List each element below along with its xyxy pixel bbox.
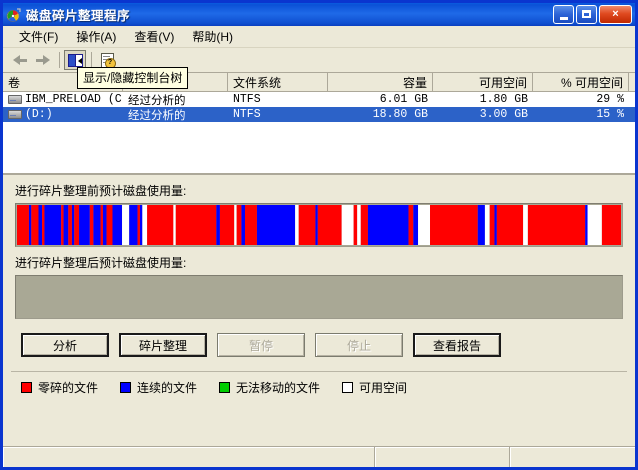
close-icon: × <box>612 8 619 20</box>
legend-label-contiguous: 连续的文件 <box>137 381 198 395</box>
usage-before-section: 进行碎片整理前预计磁盘使用量: <box>3 175 635 247</box>
analyze-button[interactable]: 分析 <box>21 333 109 357</box>
drive-icon <box>8 110 22 119</box>
cell-capacity: 18.80 GB <box>372 108 428 121</box>
maximize-button[interactable] <box>576 5 597 24</box>
cell-free-space: 1.80 GB <box>479 93 528 106</box>
column-header-percent-free[interactable]: % 可用空间 <box>533 73 629 91</box>
status-pane-1 <box>3 447 375 467</box>
legend: 零碎的文件 连续的文件 无法移动的文件 可用空间 <box>11 379 627 396</box>
defragment-button[interactable]: 碎片整理 <box>119 333 207 357</box>
forward-arrow-icon <box>43 55 50 65</box>
status-pane-3 <box>510 447 635 467</box>
back-arrow-icon <box>13 55 20 65</box>
minimize-button[interactable] <box>553 5 574 24</box>
usage-before-bar-frame <box>15 203 623 247</box>
table-row[interactable]: (D:) 经过分析的 NTFS 18.80 GB 3.00 GB 15 % <box>3 107 635 123</box>
forward-button[interactable] <box>32 50 54 70</box>
usage-before-bar <box>17 205 621 245</box>
action-buttons: 分析 碎片整理 暂停 停止 查看报告 <box>3 319 635 357</box>
usage-after-bar <box>17 277 621 317</box>
console-tree-icon <box>67 53 83 67</box>
legend-item-contiguous: 连续的文件 <box>120 379 197 396</box>
toolbar-separator <box>59 52 60 68</box>
legend-swatch-fragmented <box>21 382 32 393</box>
table-row[interactable]: IBM_PRELOAD (C:) 经过分析的 NTFS 6.01 GB 1.80… <box>3 92 635 108</box>
cell-filesystem: NTFS <box>233 93 261 106</box>
usage-after-bar-frame <box>15 275 623 319</box>
cell-status: 经过分析的 <box>128 94 186 108</box>
defrag-icon <box>6 7 22 23</box>
toolbar-separator-2 <box>91 52 92 68</box>
volume-label: (D:) <box>25 108 53 121</box>
cell-percent-free: 29 % <box>596 93 624 106</box>
legend-label-unmovable: 无法移动的文件 <box>236 381 321 395</box>
legend-item-free: 可用空间 <box>342 379 407 396</box>
back-arrow-tail <box>20 58 27 62</box>
legend-swatch-unmovable <box>219 382 231 393</box>
volume-label: IBM_PRELOAD (C:) <box>25 93 123 106</box>
help-icon: ? <box>100 52 116 69</box>
pause-button: 暂停 <box>217 333 305 357</box>
legend-container: 零碎的文件 连续的文件 无法移动的文件 可用空间 <box>11 371 627 396</box>
status-bar <box>3 446 635 467</box>
toolbar: ? 显示/隐藏控制台树 <box>3 48 635 89</box>
cell-capacity: 6.01 GB <box>379 93 428 106</box>
menu-item-file[interactable]: 文件(F) <box>19 30 59 44</box>
menu-item-help[interactable]: 帮助(H) <box>192 30 233 44</box>
view-report-button[interactable]: 查看报告 <box>413 333 501 357</box>
usage-after-section: 进行碎片整理后预计磁盘使用量: <box>3 247 635 319</box>
legend-swatch-free <box>342 382 354 393</box>
column-header-free-space[interactable]: 可用空间 <box>433 73 533 91</box>
legend-label-free: 可用空间 <box>359 381 408 395</box>
menu-item-view[interactable]: 查看(V) <box>134 30 175 44</box>
window-controls: × <box>553 5 632 24</box>
usage-before-label: 进行碎片整理前预计磁盘使用量: <box>15 184 187 198</box>
cell-volume: IBM_PRELOAD (C:) <box>3 93 123 106</box>
usage-after-label: 进行碎片整理后预计磁盘使用量: <box>15 256 187 270</box>
legend-item-unmovable: 无法移动的文件 <box>219 379 320 396</box>
legend-swatch-contiguous <box>120 382 132 393</box>
stop-button: 停止 <box>315 333 403 357</box>
column-header-capacity[interactable]: 容量 <box>328 73 433 91</box>
toolbar-tooltip: 显示/隐藏控制台树 <box>77 67 189 89</box>
drive-icon <box>8 95 22 104</box>
title-bar: 磁盘碎片整理程序 × <box>3 3 635 26</box>
back-button[interactable] <box>9 50 31 70</box>
column-header-status[interactable] <box>123 73 228 91</box>
legend-label-fragmented: 零碎的文件 <box>38 381 99 395</box>
cell-status: 经过分析的 <box>128 109 186 123</box>
cell-volume: (D:) <box>3 108 123 121</box>
menu-item-action[interactable]: 操作(A) <box>76 30 117 44</box>
menu-bar: 文件(F) 操作(A) 查看(V) 帮助(H) <box>3 26 635 48</box>
column-header-filesystem[interactable]: 文件系统 <box>228 73 328 91</box>
show-hide-console-tree-button[interactable] <box>64 50 86 70</box>
status-pane-2 <box>375 447 510 467</box>
cell-free-space: 3.00 GB <box>479 108 528 121</box>
window-title: 磁盘碎片整理程序 <box>26 9 131 23</box>
close-button[interactable]: × <box>599 5 632 24</box>
legend-item-fragmented: 零碎的文件 <box>21 379 98 396</box>
cell-filesystem: NTFS <box>233 108 261 121</box>
forward-arrow-tail <box>36 58 43 62</box>
cell-percent-free: 15 % <box>596 108 624 121</box>
